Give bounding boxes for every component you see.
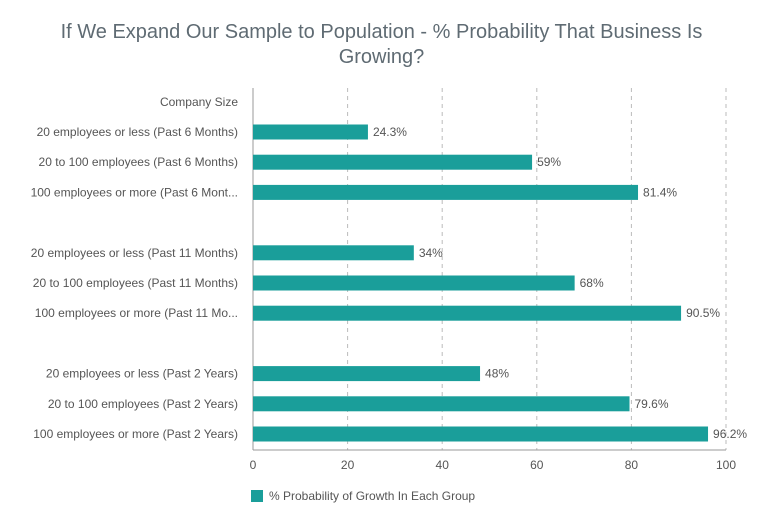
bar-value-label: 24.3% xyxy=(373,125,407,139)
grid-lines xyxy=(252,88,727,451)
category-label: 100 employees or more (Past 6 Mont... xyxy=(31,185,238,199)
group-header-label: Company Size xyxy=(160,95,238,109)
category-label: 20 employees or less (Past 11 Months) xyxy=(31,246,238,260)
x-tick-label: 20 xyxy=(341,458,355,472)
chart-title: If We Expand Our Sample to Population - … xyxy=(0,20,763,70)
bar[interactable] xyxy=(253,305,682,321)
bars: 24.3% 59% 81.4% 34% 68% 90.5% 48% 79.6% 96.2% xyxy=(253,124,747,442)
bar-value-label: 48% xyxy=(485,367,509,381)
category-label: 20 to 100 employees (Past 6 Months) xyxy=(39,155,238,169)
bar-value-label: 68% xyxy=(580,276,604,290)
category-label: 20 to 100 employees (Past 2 Years) xyxy=(48,397,238,411)
bar[interactable] xyxy=(253,366,481,382)
x-tick-label: 0 xyxy=(250,458,257,472)
bar[interactable] xyxy=(253,396,630,412)
bar-value-label: 34% xyxy=(419,246,443,260)
legend: % Probability of Growth In Each Group xyxy=(251,489,475,503)
bar[interactable] xyxy=(253,184,639,200)
category-label: 20 employees or less (Past 6 Months) xyxy=(37,125,238,139)
bar[interactable] xyxy=(253,124,368,140)
bar[interactable] xyxy=(253,154,533,170)
bar[interactable] xyxy=(253,245,414,261)
x-tick-label: 60 xyxy=(530,458,544,472)
x-axis-ticks: 0 20 40 60 80 100 xyxy=(250,458,737,472)
bar-value-label: 79.6% xyxy=(635,397,669,411)
category-label: 20 employees or less (Past 2 Years) xyxy=(46,367,238,381)
bar-value-label: 96.2% xyxy=(713,427,747,441)
legend-label[interactable]: % Probability of Growth In Each Group xyxy=(269,489,475,503)
category-label: 100 employees or more (Past 11 Mo... xyxy=(35,306,238,320)
bar-value-label: 59% xyxy=(537,155,561,169)
category-label: 100 employees or more (Past 2 Years) xyxy=(33,427,238,441)
bar[interactable] xyxy=(253,275,575,291)
category-label: 20 to 100 employees (Past 11 Months) xyxy=(33,276,238,290)
category-labels: Company Size 20 employees or less (Past 6… xyxy=(31,95,239,441)
x-tick-label: 40 xyxy=(436,458,450,472)
bar[interactable] xyxy=(253,426,709,442)
x-tick-label: 100 xyxy=(716,458,736,472)
legend-swatch xyxy=(251,490,263,502)
x-tick-label: 80 xyxy=(625,458,639,472)
bar-value-label: 81.4% xyxy=(643,185,677,199)
bar-value-label: 90.5% xyxy=(686,306,720,320)
chart-title-line-1: If We Expand Our Sample to Population - … xyxy=(60,21,703,43)
chart-title-line-2: Growing? xyxy=(338,46,425,68)
